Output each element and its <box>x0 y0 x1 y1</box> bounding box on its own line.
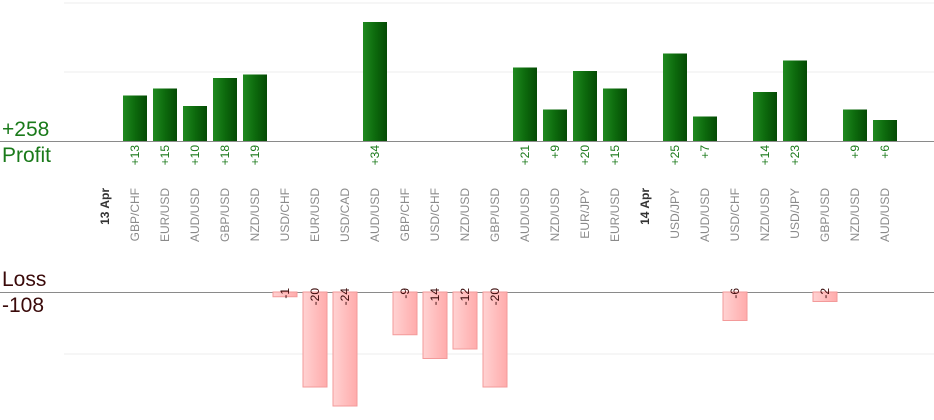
value-label-2-1: +25 <box>668 145 682 166</box>
profit-label: Profit <box>2 144 52 167</box>
loss-bar-1-7 <box>302 291 328 388</box>
pair-label-1-10: GBP/CHF <box>398 188 412 241</box>
pair-label-1-12: NZD/USD <box>458 188 472 242</box>
pair-label-1-5: NZD/USD <box>248 188 262 242</box>
pair-label-1-13: GBP/USD <box>488 188 502 242</box>
profit-bar-1-4 <box>213 78 237 141</box>
value-labels: +13 +15 +10 +18 +19 -1 -20 -24 +34 -9 -14 -12 -20 +21… <box>128 145 892 306</box>
profit-bar-1-3 <box>183 106 207 141</box>
pair-label-2-6: GBP/USD <box>818 188 832 242</box>
value-label-2-6: -2 <box>818 288 832 299</box>
loss-bar-1-13 <box>482 291 508 388</box>
value-label-1-2: +15 <box>158 145 172 166</box>
profit-bar-1-5 <box>243 74 267 141</box>
value-label-1-4: +18 <box>218 145 232 166</box>
date-label-2: 14 Apr <box>638 188 652 225</box>
value-label-1-13: -20 <box>488 288 502 306</box>
profit-bar-1-16 <box>573 71 597 141</box>
value-label-1-17: +15 <box>608 145 622 166</box>
profit-bar-1-1 <box>123 95 147 141</box>
pair-labels: 13 Apr GBP/CHF EUR/USD AUD/USD GBP/USD NZD/US… <box>98 188 892 242</box>
pair-label-1-3: AUD/USD <box>188 188 202 242</box>
pair-label-1-7: EUR/USD <box>308 188 322 242</box>
loss-label: Loss <box>2 268 47 291</box>
profit-bar-2-5 <box>783 60 807 141</box>
pair-label-2-7: NZD/USD <box>848 188 862 242</box>
profit-bar-1-2 <box>153 88 177 141</box>
value-label-2-8: +6 <box>878 145 892 159</box>
profit-bar-2-8 <box>873 120 897 141</box>
bars <box>123 22 897 407</box>
value-label-1-10: -9 <box>398 288 412 299</box>
profit-bar-1-14 <box>513 67 537 141</box>
pair-label-2-4: NZD/USD <box>758 188 772 242</box>
pair-label-1-6: USD/CHF <box>278 188 292 241</box>
loss-bar-1-6 <box>272 291 298 298</box>
value-label-2-2: +7 <box>698 145 712 159</box>
value-label-2-5: +23 <box>788 145 802 166</box>
pair-label-1-17: EUR/USD <box>608 188 622 242</box>
profit-bar-1-9 <box>363 22 387 141</box>
loss-bar-1-11 <box>422 291 448 359</box>
pair-label-1-16: EUR/JPY <box>578 188 592 239</box>
profit-bar-2-2 <box>693 116 717 141</box>
value-label-1-6: -1 <box>278 288 292 299</box>
value-label-1-11: -14 <box>428 288 442 306</box>
profit-bar-2-4 <box>753 92 777 141</box>
pair-label-1-11: USD/CHF <box>428 188 442 241</box>
pair-label-1-14: AUD/USD <box>518 188 532 242</box>
value-label-1-5: +19 <box>248 145 262 166</box>
loss-total: -108 <box>2 294 45 317</box>
pair-label-2-3: USD/CHF <box>728 188 742 241</box>
loss-bar-1-12 <box>452 291 478 350</box>
pair-label-1-1: GBP/CHF <box>128 188 142 241</box>
profit-bar-2-1 <box>663 53 687 141</box>
pair-label-1-4: GBP/USD <box>218 188 232 242</box>
loss-bar-1-10 <box>392 291 418 336</box>
pair-label-2-5: USD/JPY <box>788 188 802 239</box>
value-label-1-9: +34 <box>368 145 382 166</box>
pair-label-1-9: AUD/USD <box>368 188 382 242</box>
loss-bar-2-3 <box>722 291 748 321</box>
pair-label-2-8: AUD/USD <box>878 188 892 242</box>
date-label-1: 13 Apr <box>98 188 112 225</box>
profit-bar-1-15 <box>543 109 567 141</box>
pair-label-1-2: EUR/USD <box>158 188 172 242</box>
profit-bar-1-17 <box>603 88 627 141</box>
loss-bar-1-8 <box>332 291 358 407</box>
value-label-1-12: -12 <box>458 288 472 306</box>
value-label-1-16: +20 <box>578 145 592 166</box>
pair-label-2-2: AUD/USD <box>698 188 712 242</box>
value-label-2-4: +14 <box>758 145 772 166</box>
loss-bar-2-6 <box>812 291 838 302</box>
value-label-1-15: +9 <box>548 145 562 159</box>
value-label-2-3: -6 <box>728 288 742 299</box>
value-label-1-3: +10 <box>188 145 202 166</box>
value-label-1-8: -24 <box>338 288 352 306</box>
value-label-1-7: -20 <box>308 288 322 306</box>
pair-label-1-8: USD/CAD <box>338 188 352 242</box>
value-label-2-7: +9 <box>848 145 862 159</box>
profit-total: +258 <box>2 118 50 141</box>
value-label-1-14: +21 <box>518 145 532 166</box>
pair-label-2-1: USD/JPY <box>668 188 682 239</box>
profit-bar-2-7 <box>843 109 867 141</box>
pair-label-1-15: NZD/USD <box>548 188 562 242</box>
value-label-1-1: +13 <box>128 145 142 166</box>
